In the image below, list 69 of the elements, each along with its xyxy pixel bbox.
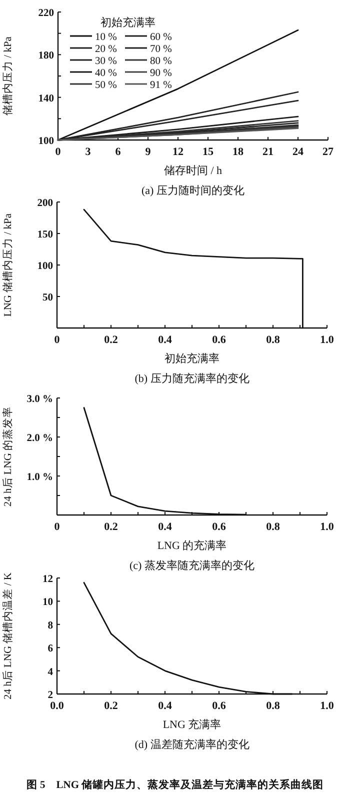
x-tick-label: 1.0: [320, 700, 334, 712]
x-axis-title: 储存时间 / h: [164, 164, 223, 177]
y-tick-label: 50: [42, 292, 53, 304]
x-tick-label: 27: [322, 146, 334, 158]
legend-label: 30 %: [95, 56, 118, 67]
text: (b) 压力随充满率的变化: [134, 372, 250, 385]
legend-label: 80 %: [150, 56, 172, 67]
legend-title: 初始充满率: [100, 16, 156, 29]
x-tick-label: 3: [85, 146, 92, 158]
x-tick-label: 0.2: [104, 334, 118, 346]
x-tick-label: 0.2: [104, 700, 118, 712]
y-tick-label: 10: [42, 597, 53, 608]
x-tick-label: 0.6: [212, 700, 226, 712]
x-tick-label: 21: [262, 146, 274, 158]
x-tick-label: 18: [232, 146, 244, 158]
x-tick-label: 0: [54, 521, 60, 533]
y-axis-title: 储槽内压力 / kPa: [1, 36, 14, 116]
x-tick-label: 15: [202, 146, 214, 158]
legend-label: 40 %: [95, 68, 118, 79]
x-axis-title: LNG 的充满率: [157, 539, 227, 552]
x-tick-label: 12: [172, 146, 184, 158]
y-tick-label: 12: [42, 574, 53, 585]
y-tick-label: 140: [38, 93, 54, 104]
y-tick-label: 220: [38, 8, 54, 19]
y-axis-title: LNG 储槽内压力 / kPa: [1, 213, 14, 317]
legend-label: 10 %: [95, 32, 118, 43]
x-tick-label: 1.0: [320, 334, 334, 346]
x-tick-label: 0.8: [266, 521, 280, 533]
x-axis-title: 初始充满率: [164, 352, 220, 365]
x-tick-label: 0.4: [158, 334, 172, 346]
y-tick-label: 180: [38, 50, 54, 62]
legend-label: 50 %: [95, 80, 118, 91]
x-tick-label: 6: [115, 146, 122, 158]
text: (a) 压力随时间的变化: [142, 184, 244, 197]
x-tick-label: 0.8: [266, 334, 280, 346]
x-tick-label: 0: [55, 146, 62, 158]
y-tick-label: 150: [37, 230, 53, 240]
x-tick-label: 0.4: [158, 700, 172, 712]
legend-label: 91 %: [150, 80, 172, 91]
y-tick-label: 100: [38, 136, 54, 147]
x-tick-label: 24: [292, 146, 304, 158]
y-axis-title: 24 h后 LNG 的蒸发率: [1, 406, 14, 507]
x-tick-label: 0: [54, 334, 60, 346]
x-tick-label: 0.0: [50, 700, 64, 712]
x-tick-label: 9: [145, 146, 152, 158]
y-tick-label: 2.0 %: [26, 433, 53, 444]
x-tick-label: 0.8: [266, 700, 280, 712]
x-tick-label: 0.6: [212, 521, 226, 533]
caption: 图 5 LNG 储罐内压力、蒸发率及温差与充满率的关系曲线图: [26, 778, 324, 791]
text: (d) 温差随充满率的变化: [134, 738, 250, 751]
y-tick-label: 200: [37, 198, 53, 209]
text: (c) 蒸发率随充满率的变化: [130, 559, 254, 572]
y-tick-label: 8: [48, 620, 53, 632]
y-tick-label: 6: [48, 644, 53, 655]
legend-label: 90 %: [150, 68, 172, 79]
y-tick-label: 100: [37, 261, 53, 272]
y-tick-label: 3.0 %: [26, 394, 53, 405]
y-axis-title: 24 h后 LNG 储槽内温差 / K: [1, 572, 14, 700]
legend-label: 70 %: [150, 44, 172, 55]
x-tick-label: 0.2: [104, 521, 118, 533]
legend-label: 60 %: [150, 32, 172, 43]
x-axis-title: LNG 充满率: [162, 718, 222, 731]
x-tick-label: 0.4: [158, 521, 172, 533]
y-tick-label: 4: [48, 666, 54, 678]
x-tick-label: 0.6: [212, 334, 226, 346]
x-tick-label: 1.0: [320, 521, 334, 533]
y-tick-label: 1.0 %: [26, 472, 53, 483]
legend-label: 20 %: [95, 44, 118, 55]
y-tick-label: 2: [48, 690, 53, 701]
